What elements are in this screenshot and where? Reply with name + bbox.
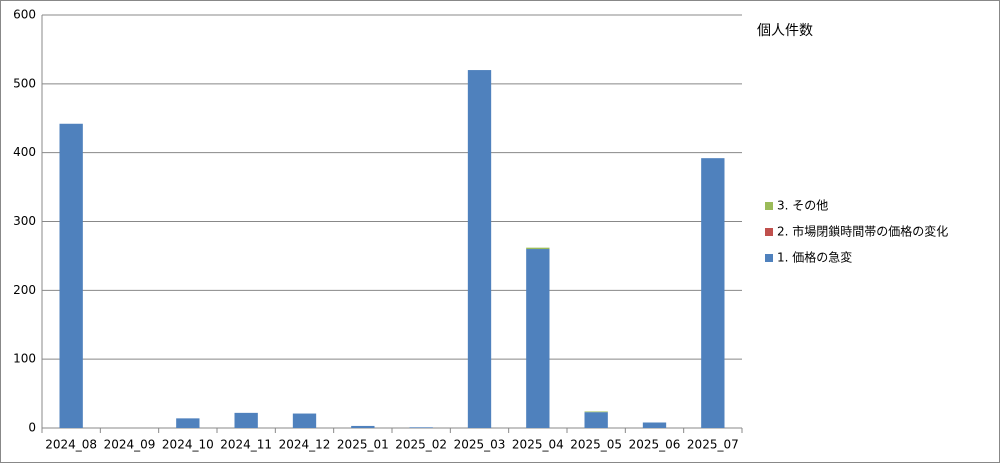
bar-segment	[59, 123, 83, 429]
x-tick-label: 2025_07	[687, 438, 739, 452]
bar-segment	[526, 247, 550, 250]
legend-label: 3. その他	[777, 199, 828, 213]
y-tick-label: 100	[13, 352, 36, 366]
x-tick-label: 2025_02	[395, 438, 447, 452]
bar-segment	[351, 425, 375, 428]
y-tick-label: 300	[13, 214, 36, 228]
legend-label: 2. 市場閉鎖時間帯の価格の変化	[777, 224, 948, 239]
legend-label: 1. 価格の急変	[777, 250, 852, 265]
bar-segment	[584, 411, 608, 413]
bar-segment	[584, 412, 608, 428]
bar-segment	[467, 70, 492, 429]
legend-swatch	[765, 202, 773, 210]
bar-segment	[526, 249, 550, 428]
bar-segment	[642, 422, 667, 428]
y-tick-label: 0	[28, 421, 36, 435]
y-tick-label: 600	[13, 8, 36, 22]
legend-swatch	[765, 228, 773, 236]
y-tick-label: 200	[13, 283, 36, 297]
x-tick-label: 2025_05	[570, 438, 622, 452]
bar-segment	[409, 427, 433, 428]
x-tick-label: 2024_12	[279, 438, 331, 452]
chart-title: 個人件数	[757, 23, 813, 39]
x-tick-label: 2024_08	[45, 438, 97, 452]
x-tick-label: 2025_06	[629, 438, 681, 452]
x-tick-label: 2024_09	[104, 438, 156, 452]
bar-segment	[292, 413, 317, 428]
x-tick-label: 2024_11	[220, 438, 272, 452]
y-tick-label: 500	[13, 76, 36, 90]
x-tick-label: 2024_10	[162, 438, 214, 452]
bar-segment	[234, 412, 258, 428]
legend-swatch	[765, 254, 773, 262]
x-tick-label: 2025_03	[454, 438, 506, 452]
bar-segment	[176, 418, 200, 428]
bar-segment	[701, 158, 725, 428]
x-tick-label: 2025_04	[512, 438, 564, 452]
y-tick-label: 400	[13, 145, 36, 159]
x-tick-label: 2025_01	[337, 438, 389, 452]
